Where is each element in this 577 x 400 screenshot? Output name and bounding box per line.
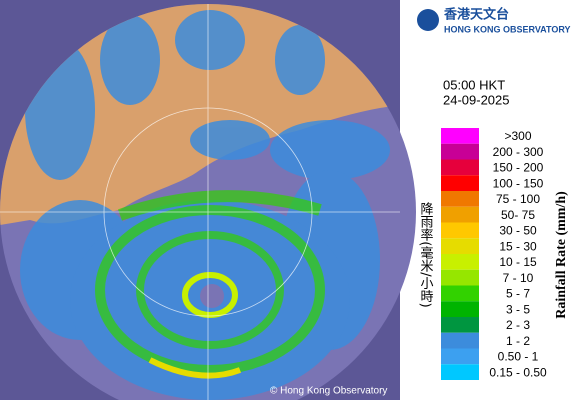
legend-title-chinese: 降雨率(毫米/小時) xyxy=(418,202,434,308)
rain-bands xyxy=(95,190,325,379)
legend-swatch xyxy=(441,238,479,254)
legend-label: 2 - 3 xyxy=(506,318,530,332)
legend-swatch xyxy=(441,143,479,160)
logo-chinese: 香港天文台 xyxy=(443,6,509,21)
legend-label: >300 xyxy=(504,129,531,143)
legend-swatch xyxy=(441,254,479,270)
legend-title: Rainfall Rate (mm/h) xyxy=(554,191,569,319)
logo-icon xyxy=(417,9,439,31)
date: 24-09-2025 xyxy=(443,92,510,107)
legend-swatch xyxy=(441,159,479,176)
legend-swatch xyxy=(441,191,479,207)
legend-swatch xyxy=(441,301,479,317)
legend-label: 30 - 50 xyxy=(499,224,537,238)
legend-swatch xyxy=(441,285,479,302)
legend-label: 0.50 - 1 xyxy=(498,350,539,364)
legend-label: 1 - 2 xyxy=(506,334,530,348)
logo-english: HONG KONG OBSERVATORY xyxy=(444,24,571,34)
legend-swatch xyxy=(441,222,479,239)
legend-label: 150 - 200 xyxy=(493,161,544,175)
legend-label: 75 - 100 xyxy=(496,192,540,206)
map-features xyxy=(0,4,400,400)
legend-swatch xyxy=(441,206,479,223)
legend-swatch xyxy=(441,348,479,365)
legend-swatch xyxy=(441,364,479,380)
legend-swatch xyxy=(441,317,479,333)
legend-label: 200 - 300 xyxy=(493,145,544,159)
legend-swatch xyxy=(441,269,479,286)
legend-swatch xyxy=(441,175,479,191)
legend-label: 7 - 10 xyxy=(503,271,534,285)
time: 05:00 HKT xyxy=(443,77,505,92)
range-rings xyxy=(0,4,400,400)
typhoon-eye xyxy=(200,284,224,308)
legend-label: 5 - 7 xyxy=(506,287,530,301)
legend-label: 100 - 150 xyxy=(493,176,544,190)
legend-swatch xyxy=(441,332,479,349)
legend-label: 0.15 - 0.50 xyxy=(489,365,547,379)
legend-label: 15 - 30 xyxy=(499,239,537,253)
copyright: © Hong Kong Observatory xyxy=(270,386,387,397)
legend-label: 10 - 15 xyxy=(499,255,537,269)
legend-swatch xyxy=(441,128,479,144)
legend-label: 50- 75 xyxy=(501,208,535,222)
legend-label: 3 - 5 xyxy=(506,302,530,316)
